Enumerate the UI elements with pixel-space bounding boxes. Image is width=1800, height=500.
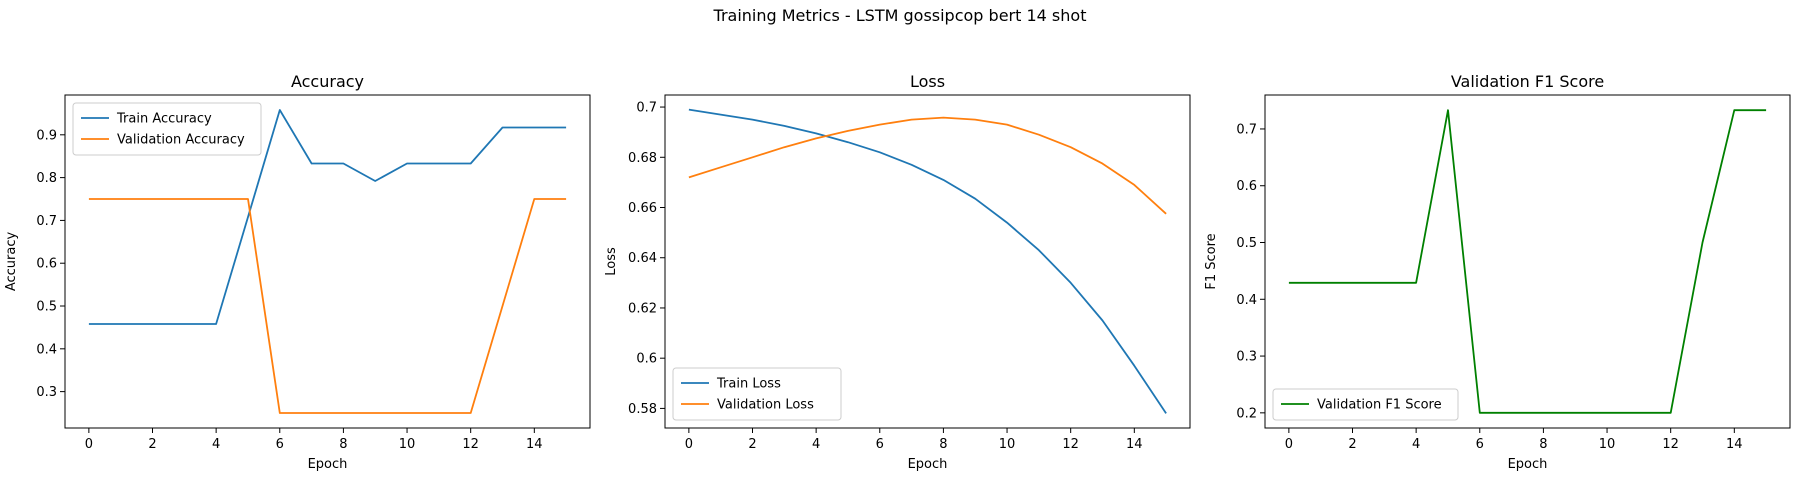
- x-tick-label: 2: [148, 437, 156, 452]
- y-tick-label: 0.6: [636, 352, 657, 367]
- series-line-2: [88, 198, 567, 414]
- x-tick-label: 4: [1412, 437, 1420, 452]
- x-tick-label: 12: [1062, 437, 1079, 452]
- y-tick-label: 0.7: [1236, 122, 1257, 137]
- chart-title: Loss: [910, 72, 945, 91]
- y-tick-label: 0.58: [628, 402, 657, 417]
- legend-box: [72, 102, 262, 156]
- x-tick-label: 2: [748, 437, 756, 452]
- x-tick-label: 14: [1726, 437, 1743, 452]
- legend: Validation F1 Score: [1272, 388, 1459, 421]
- legend-box: [672, 367, 842, 421]
- y-tick-label: 0.3: [36, 385, 57, 400]
- x-tick-label: 10: [399, 437, 416, 452]
- x-axis-label: Epoch: [908, 457, 948, 472]
- legend-entry: Train Accuracy: [116, 112, 212, 127]
- series-line-1: [1288, 109, 1767, 414]
- x-axis-label: Epoch: [1508, 457, 1548, 472]
- y-axis-label: F1 Score: [1204, 233, 1219, 289]
- legend-box: [1272, 388, 1459, 421]
- y-tick-label: 0.66: [628, 201, 657, 216]
- legend-entry: Train Loss: [716, 377, 781, 392]
- x-tick-label: 2: [1348, 437, 1356, 452]
- x-axis-label: Epoch: [308, 457, 348, 472]
- x-tick-label: 8: [939, 437, 947, 452]
- series-line-2: [688, 116, 1167, 215]
- y-axis-label: Accuracy: [4, 232, 19, 292]
- y-tick-label: 0.8: [36, 171, 57, 186]
- chart-3: Validation F1 Score 0 2 4 6 8 10 12 14 0.2 0.3 0.4 0…: [1204, 72, 1791, 472]
- x-tick-label: 12: [1662, 437, 1679, 452]
- x-tick-label: 8: [1539, 437, 1547, 452]
- y-tick-label: 0.3: [1236, 350, 1257, 365]
- y-axis-label: Loss: [604, 247, 619, 276]
- x-tick-label: 0: [1285, 437, 1293, 452]
- legend-entry: Validation Accuracy: [117, 133, 245, 148]
- legend: Train Accuracy Validation Accuracy: [72, 102, 262, 156]
- y-tick-label: 0.7: [636, 101, 657, 116]
- y-tick-label: 0.68: [628, 151, 657, 166]
- legend: Train Loss Validation Loss: [672, 367, 842, 421]
- y-tick-label: 0.5: [36, 300, 57, 315]
- plot-frame: [664, 94, 1191, 429]
- chart-title: Accuracy: [291, 72, 364, 91]
- plot-frame: [1264, 94, 1791, 429]
- y-tick-label: 0.62: [628, 301, 657, 316]
- x-tick-label: 10: [999, 437, 1016, 452]
- series-line-1: [88, 109, 567, 325]
- y-tick-label: 0.4: [1236, 293, 1257, 308]
- x-tick-label: 8: [339, 437, 347, 452]
- legend-entry: Validation Loss: [717, 398, 814, 413]
- legend-entry: Validation F1 Score: [1317, 398, 1442, 413]
- x-tick-label: 14: [526, 437, 543, 452]
- y-tick-label: 0.6: [1236, 179, 1257, 194]
- chart-1: Accuracy 0 2 4 6 8 10 12 14 0.3 0.4 0.5 0.6 0.7 0.8 0.9…: [4, 72, 591, 472]
- y-tick-label: 0.5: [1236, 236, 1257, 251]
- x-tick-label: 0: [685, 437, 693, 452]
- y-tick-label: 0.9: [36, 128, 57, 143]
- series-line-1: [688, 108, 1167, 414]
- y-tick-label: 0.2: [1236, 406, 1257, 421]
- x-tick-label: 14: [1126, 437, 1143, 452]
- chart-title: Validation F1 Score: [1451, 72, 1604, 91]
- chart-2: Loss 0 2 4 6 8 10 12 14 0.58 0.6 0.62 0.64 0.66 0.68 0.…: [604, 72, 1191, 472]
- x-tick-label: 6: [276, 437, 284, 452]
- y-tick-label: 0.7: [36, 214, 57, 229]
- x-tick-label: 10: [1599, 437, 1616, 452]
- plot-frame: [64, 94, 591, 429]
- x-tick-label: 4: [212, 437, 220, 452]
- x-tick-label: 0: [85, 437, 93, 452]
- x-tick-label: 4: [812, 437, 820, 452]
- figure-title: Training Metrics - LSTM gossipcop bert 1…: [713, 6, 1087, 25]
- x-tick-label: 6: [876, 437, 884, 452]
- y-tick-label: 0.6: [36, 257, 57, 272]
- y-tick-label: 0.4: [36, 342, 57, 357]
- x-tick-label: 6: [1476, 437, 1484, 452]
- y-tick-label: 0.64: [628, 251, 657, 266]
- x-tick-label: 12: [462, 437, 479, 452]
